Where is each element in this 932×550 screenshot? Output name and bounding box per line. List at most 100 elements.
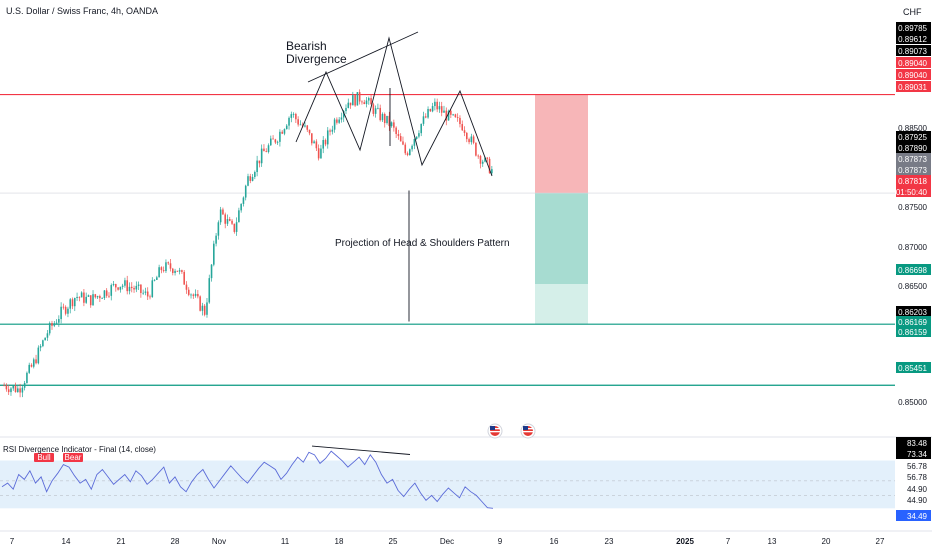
candle-body: [199, 296, 201, 311]
candle-body: [51, 323, 53, 326]
price-axis-label: 0.86159: [898, 328, 927, 337]
rsi-axis: 83.48 73.34 56.78 56.78 44.90 44.90 34.49: [896, 437, 931, 521]
candle-body: [418, 133, 420, 137]
price-axis-label: 0.87873: [898, 155, 927, 164]
price-label-bg: [896, 164, 931, 175]
candle-body: [324, 139, 327, 145]
candle-body: [73, 297, 76, 307]
candle-body: [475, 142, 477, 156]
drawings: [295, 31, 493, 322]
candle-body: [121, 285, 124, 287]
stop-zone: [535, 94, 588, 194]
candle-body: [367, 98, 370, 101]
candle-body: [340, 117, 343, 120]
candle-body: [363, 102, 366, 105]
candle-body: [422, 116, 425, 124]
price-label-bg: [896, 57, 931, 68]
us-flag-event-icon[interactable]: [487, 423, 503, 439]
rsi-bull-tag: Bull: [37, 453, 51, 462]
candle-body: [352, 95, 354, 106]
candle-body: [87, 295, 90, 297]
time-axis-label: 16: [550, 537, 559, 546]
candle-body: [440, 106, 443, 113]
candle-body: [151, 280, 154, 298]
candle-body: [311, 133, 313, 144]
candle-body: [274, 139, 277, 143]
candle-body: [463, 130, 466, 133]
candle-body: [315, 141, 318, 149]
time-axis-label: 11: [281, 537, 290, 546]
candle-body: [472, 136, 475, 143]
candle-body: [429, 108, 432, 112]
candle-body: [452, 114, 454, 116]
candle-body: [89, 295, 92, 306]
price-label-bg: [896, 186, 931, 197]
candle-body: [413, 139, 416, 146]
candle-body: [71, 299, 74, 307]
price-axis-label: 0.86203: [898, 308, 927, 317]
price-axis-label: 0.86169: [898, 318, 927, 327]
candle-body: [192, 294, 195, 296]
price-axis-label: 0.89040: [898, 59, 927, 68]
candle-body: [263, 148, 265, 152]
candle-body: [176, 270, 179, 272]
candle-body: [481, 161, 484, 164]
candle-body: [265, 151, 268, 152]
candle-body: [406, 153, 409, 156]
price-axis-label: 0.89031: [898, 83, 927, 92]
candle-body: [23, 382, 26, 388]
candle-body: [181, 270, 183, 272]
time-axis-label: 25: [389, 537, 398, 546]
time-axis-label: 23: [605, 537, 614, 546]
rsi-axis-label: 73.34: [907, 450, 928, 459]
candle-body: [26, 372, 28, 383]
candle-body: [112, 284, 115, 286]
price-label-bg: [896, 131, 931, 142]
price-label-bg: [896, 153, 931, 164]
candle-body: [488, 158, 491, 174]
candle-body: [370, 98, 372, 105]
candle-body: [117, 287, 119, 290]
candle-body: [320, 148, 322, 159]
candle-body: [297, 119, 299, 125]
candle-body: [14, 385, 17, 393]
candle-body: [128, 286, 131, 292]
candle-body: [142, 292, 144, 294]
candle-body: [304, 125, 306, 127]
candle-body: [3, 385, 5, 387]
price-axis-label: 0.89785: [898, 24, 927, 33]
time-axis-label: 27: [876, 537, 885, 546]
candle-body: [491, 169, 493, 174]
candle-body: [342, 111, 345, 118]
candle-body: [258, 160, 261, 164]
candle-body: [468, 139, 470, 143]
price-label-bg: [896, 69, 931, 80]
candle-body: [399, 136, 402, 142]
candle-body: [281, 131, 283, 134]
candle-body: [208, 278, 211, 303]
price-label-bg: [896, 142, 931, 153]
candle-body: [244, 185, 247, 198]
rsi-band: [0, 460, 895, 509]
event-icons: [487, 423, 536, 439]
candle-body: [62, 306, 65, 308]
candle-body: [228, 219, 231, 221]
candle-body: [10, 388, 12, 393]
candle-body: [156, 277, 158, 280]
price-label-bg: [896, 33, 931, 44]
us-flag-event-icon[interactable]: [520, 423, 536, 439]
bearish-divergence-line-2: Divergence: [286, 52, 347, 66]
candle-body: [333, 119, 336, 130]
candle-body: [110, 285, 113, 296]
candle-body: [167, 262, 170, 264]
candle-body: [388, 115, 391, 127]
candle-body: [32, 359, 35, 367]
candle-body: [219, 209, 222, 223]
candle-body: [203, 305, 206, 315]
candle-body: [361, 101, 363, 103]
candle-body: [185, 284, 188, 290]
candle-body: [80, 292, 83, 298]
time-axis-label: 18: [335, 537, 344, 546]
candle-body: [308, 129, 311, 134]
